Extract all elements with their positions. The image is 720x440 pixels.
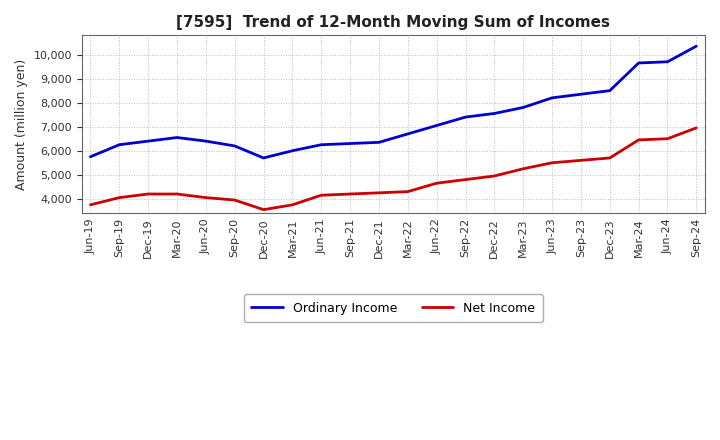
Ordinary Income bbox=[548, 95, 557, 100]
Ordinary Income bbox=[606, 88, 614, 93]
Legend: Ordinary Income, Net Income: Ordinary Income, Net Income bbox=[244, 294, 543, 322]
Ordinary Income bbox=[634, 60, 643, 66]
Net Income bbox=[432, 180, 441, 186]
Line: Ordinary Income: Ordinary Income bbox=[91, 46, 696, 158]
Net Income bbox=[403, 189, 412, 194]
Ordinary Income bbox=[173, 135, 181, 140]
Net Income bbox=[230, 198, 239, 203]
Y-axis label: Amount (million yen): Amount (million yen) bbox=[15, 59, 28, 190]
Net Income bbox=[577, 158, 585, 163]
Net Income bbox=[490, 173, 499, 179]
Ordinary Income bbox=[288, 148, 297, 154]
Ordinary Income bbox=[230, 143, 239, 149]
Ordinary Income bbox=[317, 142, 325, 147]
Title: [7595]  Trend of 12-Month Moving Sum of Incomes: [7595] Trend of 12-Month Moving Sum of I… bbox=[176, 15, 611, 30]
Net Income bbox=[634, 137, 643, 143]
Net Income bbox=[259, 207, 268, 212]
Net Income bbox=[115, 195, 124, 200]
Ordinary Income bbox=[519, 105, 528, 110]
Net Income bbox=[173, 191, 181, 197]
Net Income bbox=[663, 136, 672, 141]
Net Income bbox=[144, 191, 153, 197]
Ordinary Income bbox=[374, 139, 383, 145]
Net Income bbox=[317, 193, 325, 198]
Ordinary Income bbox=[115, 142, 124, 147]
Ordinary Income bbox=[346, 141, 354, 146]
Ordinary Income bbox=[86, 154, 95, 159]
Ordinary Income bbox=[259, 155, 268, 161]
Ordinary Income bbox=[202, 139, 210, 144]
Line: Net Income: Net Income bbox=[91, 128, 696, 209]
Ordinary Income bbox=[490, 111, 499, 116]
Ordinary Income bbox=[692, 44, 701, 49]
Ordinary Income bbox=[432, 123, 441, 128]
Net Income bbox=[202, 195, 210, 200]
Ordinary Income bbox=[144, 139, 153, 144]
Net Income bbox=[288, 202, 297, 208]
Net Income bbox=[548, 160, 557, 165]
Net Income bbox=[519, 166, 528, 172]
Ordinary Income bbox=[663, 59, 672, 64]
Ordinary Income bbox=[462, 114, 470, 120]
Net Income bbox=[692, 125, 701, 131]
Ordinary Income bbox=[403, 131, 412, 136]
Net Income bbox=[346, 191, 354, 197]
Ordinary Income bbox=[577, 92, 585, 97]
Net Income bbox=[606, 155, 614, 161]
Net Income bbox=[374, 190, 383, 195]
Net Income bbox=[462, 177, 470, 182]
Net Income bbox=[86, 202, 95, 208]
